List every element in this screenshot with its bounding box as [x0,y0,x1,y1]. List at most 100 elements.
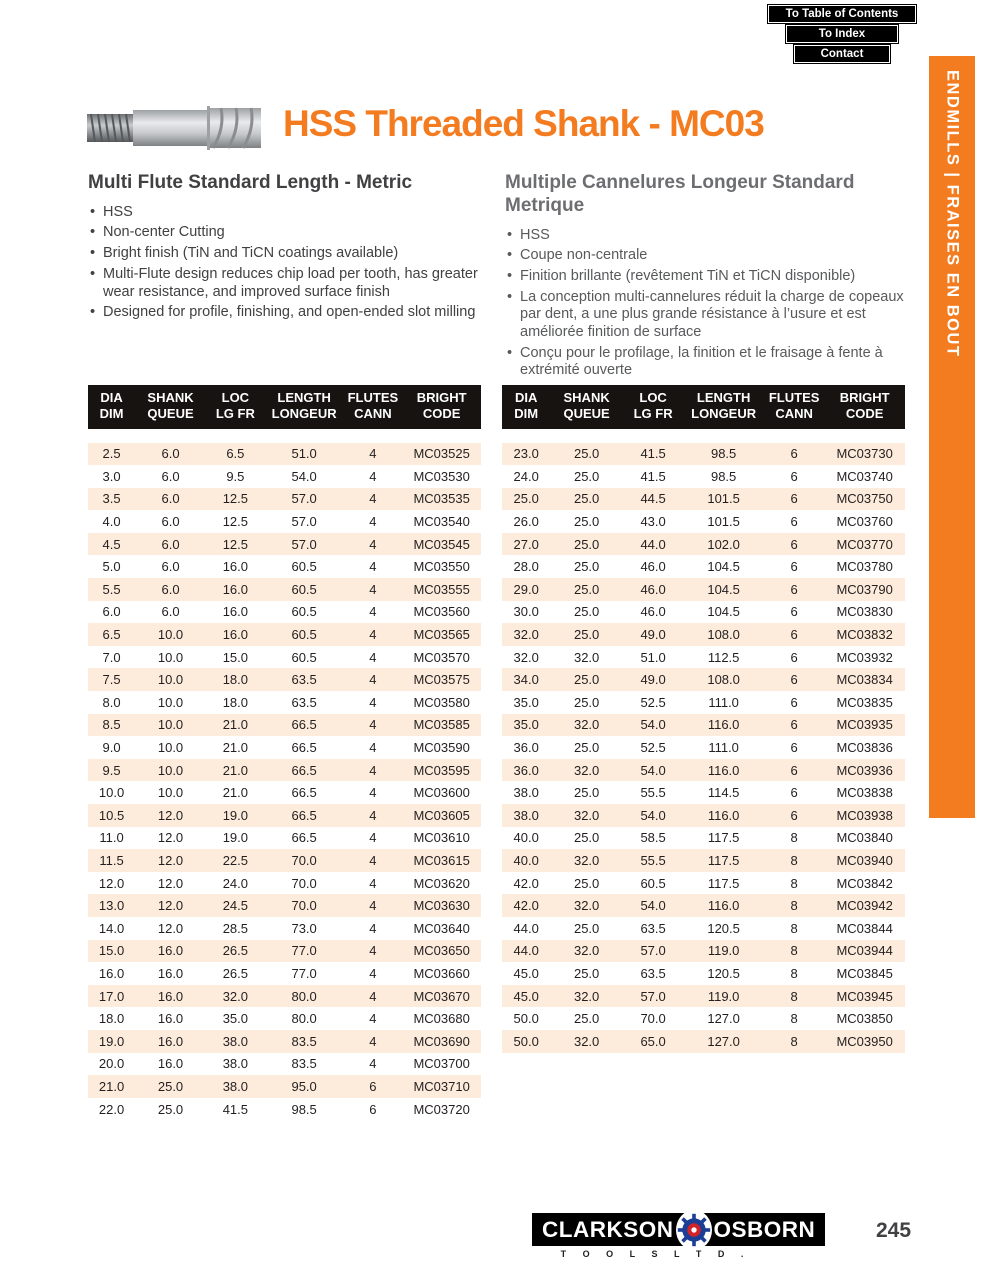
table-row: 36.0 32.0 54.0 116.0 6 MC03936 [502,758,905,782]
table-row: 21.0 25.0 38.0 95.0 6 MC03710 [88,1075,481,1098]
table-cell: MC03938 [836,807,893,823]
table-cell: 8 [790,898,798,914]
table-row: 26.0 25.0 43.0 101.5 6 MC03760 [502,510,905,533]
table-cell: 46.0 [640,559,666,575]
table-cell: MC03680 [413,1011,470,1027]
table-cell: 63.5 [640,965,666,981]
table-cell: 27.0 [513,536,539,552]
table-cell: 98.5 [710,468,737,484]
table-cell: 6.0 [161,536,180,552]
table-cell: 43.0 [640,514,666,530]
gear-icon [675,1209,712,1250]
to-index-button[interactable]: To Index [785,24,899,44]
endmill-photo [87,106,261,150]
logo-bar: CLARKSON [532,1209,826,1250]
table-cell: 6 [790,446,798,462]
table-cell: 83.5 [291,1056,317,1072]
table-cell: 4 [369,988,377,1004]
table-cell: 46.0 [640,604,666,620]
table-cell: 6 [790,536,798,552]
table-cell: 8 [790,830,798,846]
to-table-of-contents-button[interactable]: To Table of Contents [767,4,917,24]
table-row: 29.0 25.0 46.0 104.5 6 MC03790 [502,578,905,601]
table-row: 25.0 25.0 44.5 101.5 6 MC03750 [502,487,905,511]
table-row: 13.0 12.0 24.5 70.0 4 MC03630 [88,894,481,917]
table-row: 9.0 10.0 21.0 66.5 4 MC03590 [88,736,481,759]
table-cell: 46.0 [640,581,666,597]
table-cell: MC03844 [836,920,893,936]
table-row: 35.0 32.0 54.0 116.0 6 MC03935 [502,713,905,737]
table-cell: 10.0 [98,785,125,801]
table-cell: 18.0 [222,672,249,688]
table-cell: 4 [369,717,377,733]
table-row: 42.0 32.0 54.0 116.0 8 MC03942 [502,894,905,917]
english-bullet-list: HSS Non-center Cutting Bright finish (Ti… [88,204,484,322]
table-cell: 66.5 [291,717,317,733]
table-cell: MC03640 [413,920,470,936]
table-cell: 16.0 [157,965,184,981]
table-cell: 101.5 [707,491,740,507]
table-cell: MC03595 [413,762,470,778]
table-cell: 8 [790,1011,798,1027]
spec-table-left: DIA DIM SHANK QUEUE LOC LG FR LENGTH LONGEUR FLU… [88,385,481,1121]
column-header: LENGTH LONGEUR [271,390,337,422]
table-cell: MC03850 [836,1011,893,1027]
logo-osborn: OSBORN [697,1213,826,1246]
table-row: 3.5 6.0 12.5 57.0 4 MC03535 [88,487,481,511]
table-cell: 95.0 [291,1078,317,1094]
table-cell: MC03540 [413,514,470,530]
table-cell: 25.0 [573,491,600,507]
table-cell: 15.0 [98,943,125,959]
table-cell: MC03575 [413,672,470,688]
table-row: 12.0 12.0 24.0 70.0 4 MC03620 [88,871,481,895]
table-row: 14.0 12.0 28.5 73.0 4 MC03640 [88,916,481,940]
table-cell: 32.0 [513,627,539,643]
table-cell: 16.0 [157,988,184,1004]
table-cell: MC03530 [413,468,470,484]
table-cell: 16.0 [222,559,249,575]
bullet-item: HSS [88,204,484,222]
column-header: FLUTES CANN [347,390,399,422]
table-cell: 28.5 [222,920,249,936]
table-cell: 45.0 [513,988,539,1004]
table-cell: 50.0 [513,1011,539,1027]
table-cell: 111.0 [708,740,739,756]
bullet-item: Multi-Flute design reduces chip load per… [88,266,484,301]
table-cell: MC03940 [836,852,893,868]
table-cell: MC03690 [413,1033,470,1049]
table-cell: 80.0 [291,1011,317,1027]
contact-button[interactable]: Contact [793,44,891,64]
table-cell: 6 [790,559,798,575]
table-cell: 55.5 [640,785,666,801]
table-cell: MC03790 [836,581,893,597]
table-cell: 49.0 [640,627,666,643]
bullet-item: Coupe non-centrale [505,247,907,265]
table-cell: 32.0 [573,988,600,1004]
table-cell: 6.0 [161,491,180,507]
english-heading: Multi Flute Standard Length - Metric [88,172,413,193]
table-cell: 119.0 [707,943,740,959]
table-cell: 38.0 [513,785,539,801]
table-cell: 116.0 [707,898,740,914]
table-cell: 12.0 [157,898,184,914]
table-cell: 32.0 [573,717,600,733]
table-cell: 51.0 [291,446,317,462]
table-cell: 16.0 [157,1056,184,1072]
table-cell: 4.5 [102,536,121,552]
column-header: FLUTES CANN [768,390,820,422]
table-cell: 6 [790,740,798,756]
table-cell: 16.0 [157,1033,184,1049]
table-row: 45.0 25.0 63.5 120.5 8 MC03845 [502,962,905,985]
table-cell: 6.0 [102,604,121,620]
table-cell: 70.0 [640,1011,666,1027]
table-cell: 44.0 [513,943,539,959]
table-cell: 25.0 [573,468,600,484]
table-cell: 12.0 [157,875,184,891]
table-row: 4.0 6.0 12.5 57.0 4 MC03540 [88,510,481,533]
table-row: 6.0 6.0 16.0 60.5 4 MC03560 [88,600,481,624]
table-cell: MC03650 [413,943,470,959]
table-row: 8.5 10.0 21.0 66.5 4 MC03585 [88,713,481,737]
table-cell: MC03834 [836,672,893,688]
table-cell: 19.0 [222,830,249,846]
table-cell: 10.0 [157,762,184,778]
